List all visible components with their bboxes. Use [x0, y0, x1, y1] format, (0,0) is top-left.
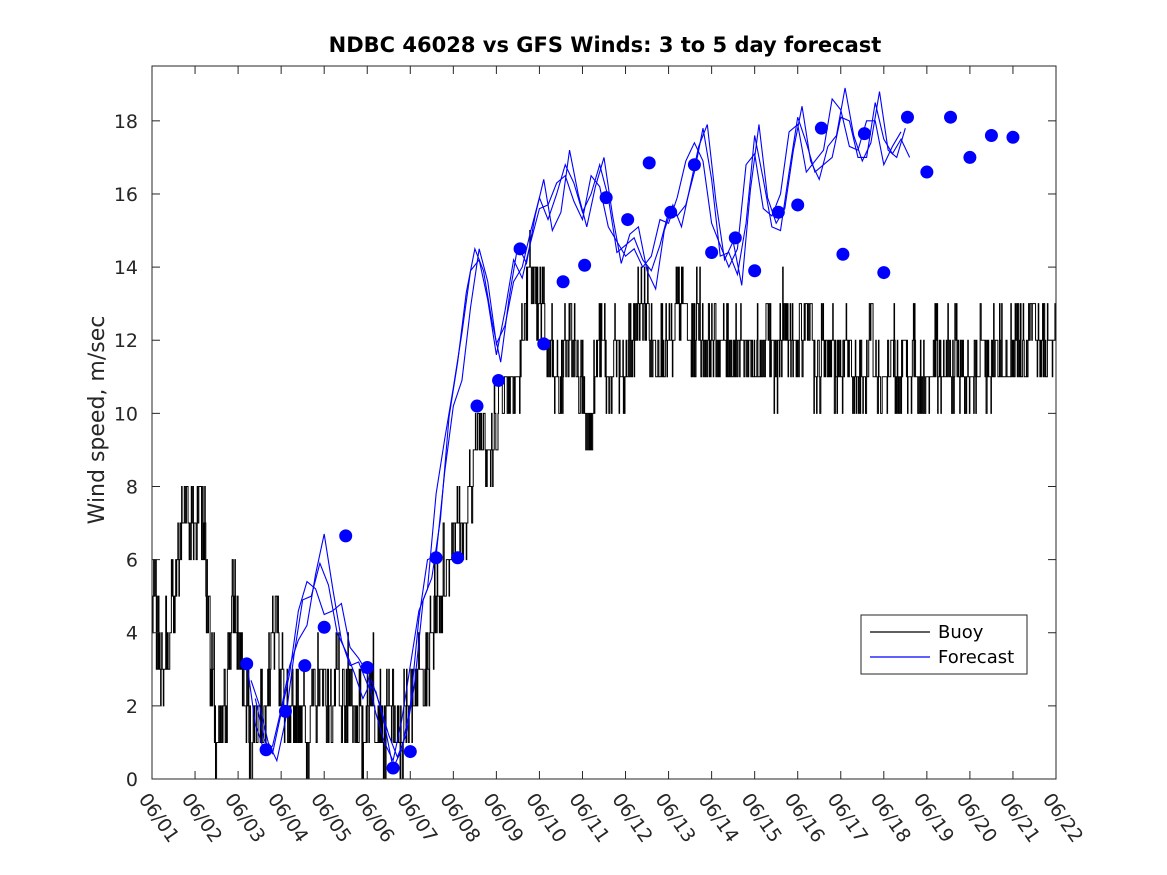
forecast-marker-1 [259, 743, 273, 757]
y-tick-label-12: 12 [114, 330, 138, 352]
forecast-marker-13 [513, 242, 527, 256]
forecast-marker-8 [403, 745, 417, 759]
forecast-marker-9 [429, 551, 443, 565]
legend-box [860, 614, 1028, 675]
forecast-marker-22 [705, 245, 719, 259]
forecast-marker-12 [492, 373, 506, 387]
forecast-marker-33 [944, 110, 958, 124]
forecast-marker-17 [599, 191, 613, 205]
forecast-marker-24 [748, 264, 762, 278]
forecast-marker-28 [836, 247, 850, 261]
legend-forecast-label: Forecast [938, 647, 1014, 668]
forecast-marker-2 [278, 704, 292, 718]
y-tick-label-14: 14 [114, 257, 138, 279]
forecast-marker-26 [791, 198, 805, 212]
forecast-run-line-1 [250, 87, 906, 763]
forecast-marker-10 [451, 551, 465, 565]
forecast-marker-34 [963, 150, 977, 164]
forecast-marker-3 [298, 659, 312, 673]
forecast-marker-23 [728, 231, 742, 245]
forecast-marker-35 [984, 128, 998, 142]
forecast-marker-0 [240, 657, 254, 671]
forecast-marker-16 [578, 258, 592, 272]
forecast-marker-32 [920, 165, 934, 179]
forecast-marker-31 [900, 110, 914, 124]
forecast-marker-7 [386, 761, 400, 775]
plot-frame [151, 65, 1057, 780]
legend: Buoy Forecast [860, 614, 1028, 675]
forecast-marker-11 [470, 399, 484, 413]
forecast-marker-20 [664, 205, 678, 219]
y-tick-label-18: 18 [114, 111, 138, 133]
forecast-marker-4 [317, 620, 331, 634]
forecast-marker-29 [857, 127, 871, 141]
forecast-marker-6 [360, 660, 374, 674]
forecast-marker-14 [537, 337, 551, 351]
forecast-marker-21 [687, 158, 701, 172]
forecast-marker-30 [877, 266, 891, 280]
chart-title: NDBC 46028 vs GFS Winds: 3 to 5 day fore… [329, 33, 882, 57]
y-tick-label-4: 4 [126, 623, 138, 645]
y-axis-label: Wind speed, m/sec [85, 316, 110, 525]
forecast-marker-18 [621, 213, 635, 227]
forecast-marker-15 [556, 275, 570, 289]
y-tick-label-6: 6 [126, 550, 138, 572]
buoy-series-line [152, 230, 1056, 779]
plot-content [152, 87, 1056, 779]
y-tick-label-8: 8 [126, 476, 138, 498]
y-tick-label-10: 10 [114, 403, 138, 425]
y-tick-label-0: 0 [126, 769, 138, 791]
forecast-marker-27 [814, 121, 828, 135]
y-tick-label-16: 16 [114, 184, 138, 206]
y-tick-label-2: 2 [126, 696, 138, 718]
forecast-marker-19 [642, 156, 656, 170]
forecast-marker-25 [771, 205, 785, 219]
legend-buoy-label: Buoy [938, 622, 984, 643]
forecast-marker-36 [1006, 130, 1020, 144]
forecast-marker-5 [339, 529, 353, 543]
